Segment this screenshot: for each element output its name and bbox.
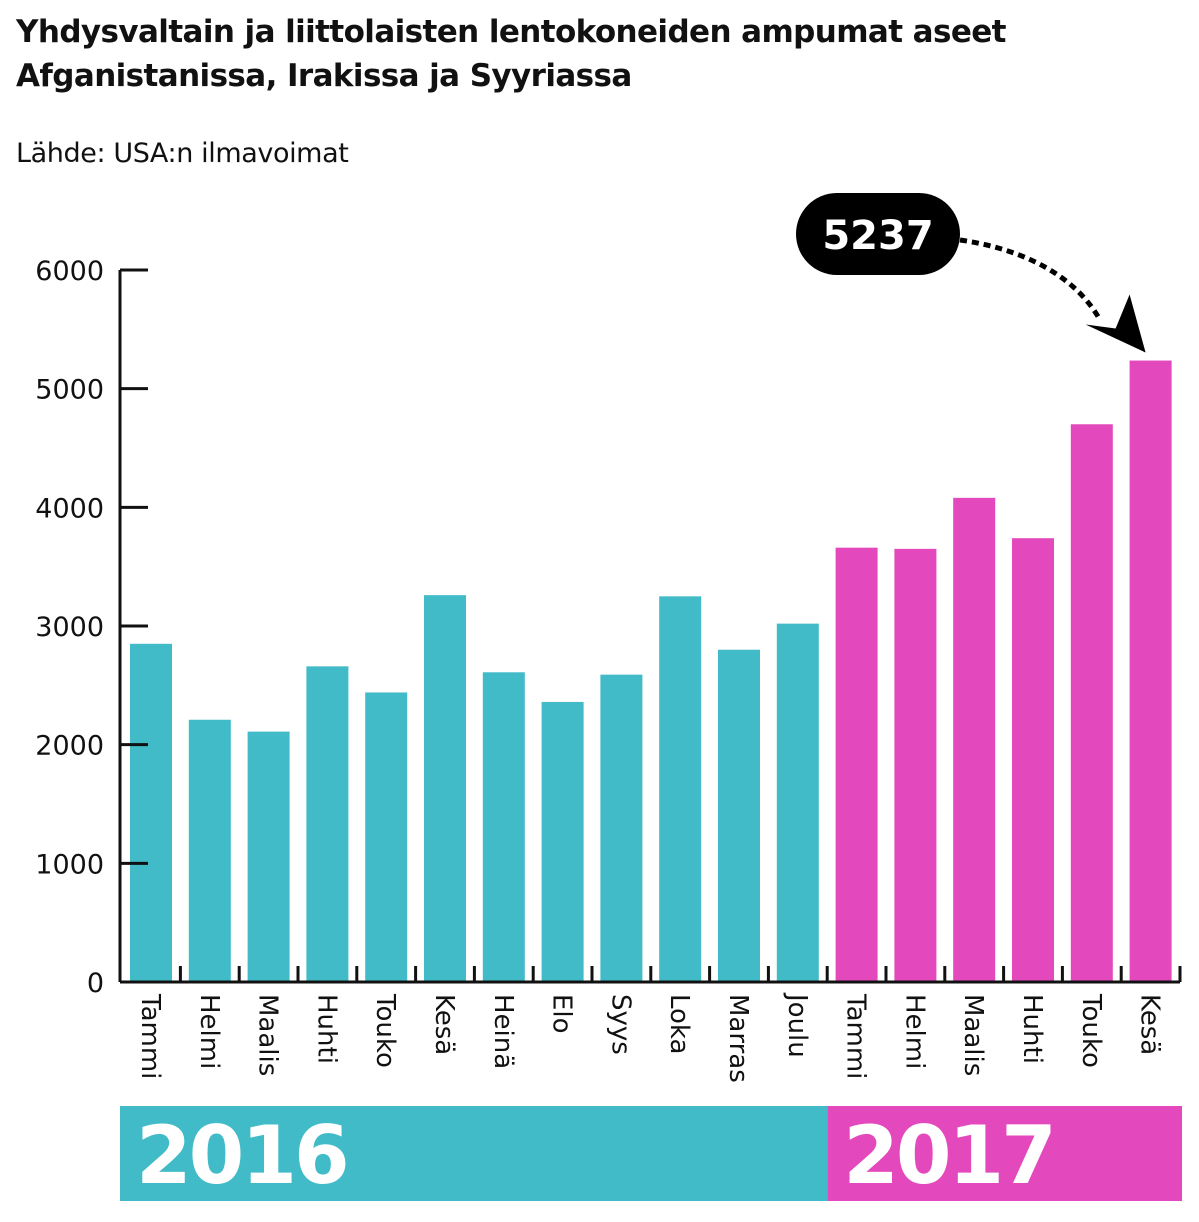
x-label-18: Kesä <box>1135 994 1165 1055</box>
annotation-arrow-line <box>959 237 1103 322</box>
bar-11 <box>718 649 760 982</box>
y-tick-label-6: 6000 <box>35 256 104 287</box>
bar-9 <box>600 674 643 982</box>
bar-5 <box>365 692 408 982</box>
x-label-10: Loka <box>664 994 694 1054</box>
y-tick-label-2: 2000 <box>35 731 104 762</box>
x-label-12: Joulu <box>782 992 812 1058</box>
bar-8 <box>541 701 584 982</box>
x-label-14: Helmi <box>899 994 929 1069</box>
x-label-6: Kesä <box>429 994 459 1055</box>
x-label-15: Maalis <box>958 994 988 1076</box>
bar-3 <box>247 731 290 982</box>
y-tick-label-0: 0 <box>87 968 104 999</box>
bar-10 <box>659 596 702 982</box>
y-tick-label-4: 4000 <box>35 493 104 524</box>
plot-area: 0 1000 2000 3000 4000 5000 6000 Tammi Helmi Maali… <box>35 193 1182 1202</box>
y-tick-label-1: 1000 <box>35 849 104 880</box>
annotation-callout <box>796 193 960 275</box>
bar-13 <box>835 547 878 982</box>
y-tick-label-3: 3000 <box>35 612 104 643</box>
x-label-13: Tammi <box>841 993 871 1079</box>
x-label-4: Huhti <box>311 994 341 1064</box>
bar-14 <box>894 548 937 982</box>
bar-7 <box>482 672 525 982</box>
year-band-2016 <box>120 1106 828 1201</box>
year-label-2016: 2016 <box>136 1109 347 1202</box>
x-label-8: Elo <box>547 994 577 1034</box>
annotation-arrow-head <box>1085 294 1146 353</box>
annotation-value: 5237 <box>822 213 933 259</box>
chart-title-line-1: Yhdysvaltain ja liittolaisten lentokonei… <box>16 14 1006 50</box>
x-label-7: Heinä <box>488 994 518 1069</box>
x-label-3: Maalis <box>253 994 283 1076</box>
x-label-11: Marras <box>723 994 753 1083</box>
bar-16 <box>1012 538 1054 982</box>
x-label-2: Helmi <box>194 994 224 1069</box>
x-label-17: Touko <box>1076 993 1106 1068</box>
year-band-2017 <box>827 1106 1182 1201</box>
chart-source: Lähde: USA:n ilmavoimat <box>16 138 349 169</box>
bar-12 <box>776 623 819 982</box>
chart-title: Yhdysvaltain ja liittolaisten lentokonei… <box>16 10 1176 98</box>
year-label-2017: 2017 <box>843 1109 1054 1202</box>
x-label-16: Huhti <box>1017 994 1047 1064</box>
y-tick-label-5: 5000 <box>35 375 104 406</box>
chart-title-line-2: Afganistanissa, Irakissa ja Syyriassa <box>16 58 632 94</box>
bar-6 <box>424 595 466 982</box>
x-label-9: Syys <box>605 994 635 1055</box>
bar-15 <box>953 497 996 982</box>
x-label-5: Touko <box>370 993 400 1068</box>
bar-4 <box>306 666 349 982</box>
bar-18 <box>1129 360 1172 982</box>
bar-1 <box>130 643 172 982</box>
bar-17 <box>1070 424 1113 982</box>
x-label-1: Tammi <box>135 993 165 1079</box>
bar-2 <box>188 719 231 982</box>
